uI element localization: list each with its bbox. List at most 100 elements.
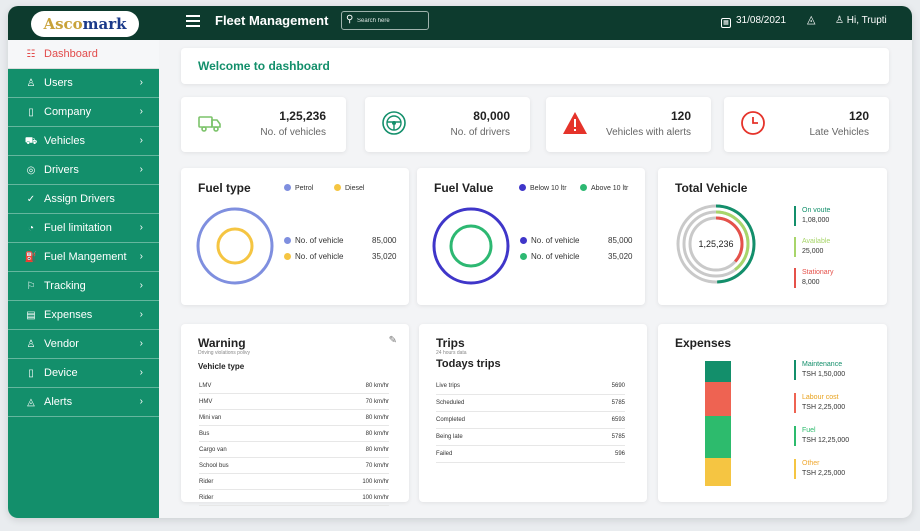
- search-icon: ⚲: [346, 14, 354, 25]
- sidebar-item-drivers[interactable]: ◎ Drivers ›: [8, 156, 159, 185]
- sidebar-item-label: Company: [44, 106, 92, 118]
- expense-bar-segment: [705, 361, 731, 382]
- stat-label: Late Vehicles: [809, 127, 870, 138]
- legend-above-10: Above 10 ltr: [580, 184, 628, 192]
- search-input[interactable]: [357, 14, 427, 28]
- notification-bell-icon[interactable]: ◬: [807, 14, 816, 26]
- sidebar-item-label: Device: [44, 367, 78, 379]
- expense-bar-segment: [705, 382, 731, 416]
- expense-bar-segment: [705, 458, 731, 486]
- sidebar-item-label: Assign Drivers: [44, 193, 115, 205]
- search-box[interactable]: ⚲: [341, 11, 429, 30]
- app-title: Fleet Management: [215, 13, 329, 28]
- sidebar-item-fuel-limitation[interactable]: ◔ Fuel limitation ›: [8, 214, 159, 243]
- sidebar-item-label: Expenses: [44, 309, 93, 321]
- legend-below-10: Below 10 ltr: [519, 184, 567, 192]
- expenses-title: Expenses: [675, 336, 732, 350]
- list-item: Failed 596: [436, 446, 625, 463]
- fuel-type-row-petrol: No. of vehicle 85,000: [284, 236, 396, 245]
- wallet-icon: ▤: [26, 310, 36, 321]
- stat-card-late-vehicles[interactable]: 120 Late Vehicles: [724, 97, 889, 152]
- on-route-arc: [676, 204, 756, 284]
- table-row: LMV 80 km/hr: [199, 378, 389, 394]
- user-greeting[interactable]: ♙ Hi, Trupti: [835, 15, 887, 26]
- fuel-value-row-above: No. of vehicle 35,020: [520, 252, 632, 261]
- truck-icon: ⛟: [24, 136, 38, 147]
- table-row: Cargo van 80 km/hr: [199, 442, 389, 458]
- above-10-ring: [449, 224, 493, 268]
- trips-card: Trips 24 hours data Todays trips Live tr…: [419, 324, 647, 502]
- expense-item-other: Other TSH 2,25,000: [794, 459, 845, 479]
- sidebar-item-device[interactable]: ▯ Device ›: [8, 359, 159, 388]
- fuel-value-ring-chart: [432, 207, 510, 285]
- sidebar-item-vendor[interactable]: ♙ Vendor ›: [8, 330, 159, 359]
- sidebar-item-label: Vehicles: [44, 135, 85, 147]
- sidebar-item-label: Fuel limitation: [44, 222, 112, 234]
- stat-card-no-of-drivers[interactable]: 80,000 No. of drivers: [365, 97, 530, 152]
- sidebar-item-tracking[interactable]: ⚐ Tracking ›: [8, 272, 159, 301]
- sidebar-item-dashboard[interactable]: ☷ Dashboard: [8, 40, 159, 69]
- legend-petrol: Petrol: [284, 184, 313, 192]
- stat-label: Vehicles with alerts: [605, 127, 691, 138]
- steering-wheel-icon: ◎: [26, 165, 36, 176]
- list-item: Live trips 5690: [436, 378, 625, 395]
- vehicle-type-header: Vehicle type: [198, 362, 245, 371]
- sidebar-item-alerts[interactable]: ◬ Alerts ›: [8, 388, 159, 417]
- stat-card-no-of-vehicles[interactable]: 1,25,236 No. of vehicles: [181, 97, 346, 152]
- clock-icon: [741, 111, 765, 135]
- date-display[interactable]: ▦ 31/08/2021: [721, 15, 786, 28]
- fuel-pump-icon: ⛽: [24, 252, 38, 263]
- available-arc: [682, 210, 750, 278]
- building-icon: ▯: [28, 107, 34, 118]
- user-icon: ♙: [835, 15, 844, 26]
- truck-icon: [198, 116, 221, 132]
- logo[interactable]: Ascomark: [31, 11, 139, 37]
- expenses-stacked-bar: [705, 361, 731, 486]
- fuel-type-row-diesel: No. of vehicle 35,020: [284, 252, 396, 261]
- steering-wheel-icon: [382, 111, 406, 135]
- stat-value: 1,25,236: [279, 109, 326, 123]
- chevron-right-icon: ›: [139, 338, 143, 349]
- list-item: Being late 5785: [436, 429, 625, 446]
- sidebar-item-fuel-mangement[interactable]: ⛽ Fuel Mangement ›: [8, 243, 159, 272]
- chevron-right-icon: ›: [139, 251, 143, 262]
- chevron-right-icon: ›: [139, 396, 143, 407]
- edit-icon[interactable]: ✎: [388, 335, 397, 346]
- chevron-right-icon: ›: [139, 222, 143, 233]
- total-vehicle-title: Total Vehicle: [675, 181, 748, 195]
- device-icon: ▯: [28, 368, 34, 379]
- total-vehicle-value: 1,25,236: [698, 239, 733, 249]
- trips-subtitle: 24 hours data: [436, 350, 467, 356]
- sidebar-item-expenses[interactable]: ▤ Expenses ›: [8, 301, 159, 330]
- warning-card: Warning Driving violations polivy ✎ Vehi…: [181, 324, 409, 506]
- table-row: HMV 70 km/hr: [199, 394, 389, 410]
- sidebar-item-label: Users: [44, 77, 73, 89]
- fuel-type-ring-chart: [196, 207, 274, 285]
- table-row: Rider 100 km/hr: [199, 490, 389, 506]
- todays-trips-header: Todays trips: [436, 358, 501, 370]
- total-vehicle-card: Total Vehicle 1,25,236 On voute 1,08,000 A…: [658, 168, 887, 305]
- sidebar-item-users[interactable]: ♙ Users ›: [8, 69, 159, 98]
- sidebar-item-company[interactable]: ▯ Company ›: [8, 98, 159, 127]
- sidebar-item-label: Dashboard: [44, 48, 98, 60]
- stat-card-vehicles-with-alerts[interactable]: 120 Vehicles with alerts: [546, 97, 711, 152]
- expense-item-labour-cost: Labour cost TSH 2,25,000: [794, 393, 845, 413]
- stat-value: 120: [848, 109, 869, 123]
- sidebar-item-vehicles[interactable]: ⛟ Vehicles ›: [8, 127, 159, 156]
- sidebar-item-assign-drivers[interactable]: ✓ Assign Drivers: [8, 185, 159, 214]
- check-icon: ✓: [26, 194, 36, 205]
- dashboard-main: Welcome to dashboard 1,25,236 No. of vehi…: [159, 40, 912, 518]
- fuel-type-title: Fuel type: [198, 181, 251, 195]
- sidebar-item-label: Alerts: [44, 396, 73, 408]
- legend-diesel: Diesel: [334, 184, 364, 192]
- list-item: Completed 6593: [436, 412, 625, 429]
- hamburger-menu-icon[interactable]: [186, 15, 200, 27]
- warning-title: Warning: [198, 336, 246, 350]
- chevron-right-icon: ›: [139, 106, 143, 117]
- fuel-value-row-below: No. of vehicle 85,000: [520, 236, 632, 245]
- total-vehicle-ring-chart: 1,25,236: [676, 204, 756, 284]
- group-icon: ♙: [26, 339, 36, 350]
- sidebar-item-label: Tracking: [44, 280, 86, 292]
- below-10-ring: [432, 207, 510, 285]
- sidebar: ☷ Dashboard ♙ Users › ▯ Company › ⛟ Vehicles › ◎ Dri…: [8, 40, 159, 518]
